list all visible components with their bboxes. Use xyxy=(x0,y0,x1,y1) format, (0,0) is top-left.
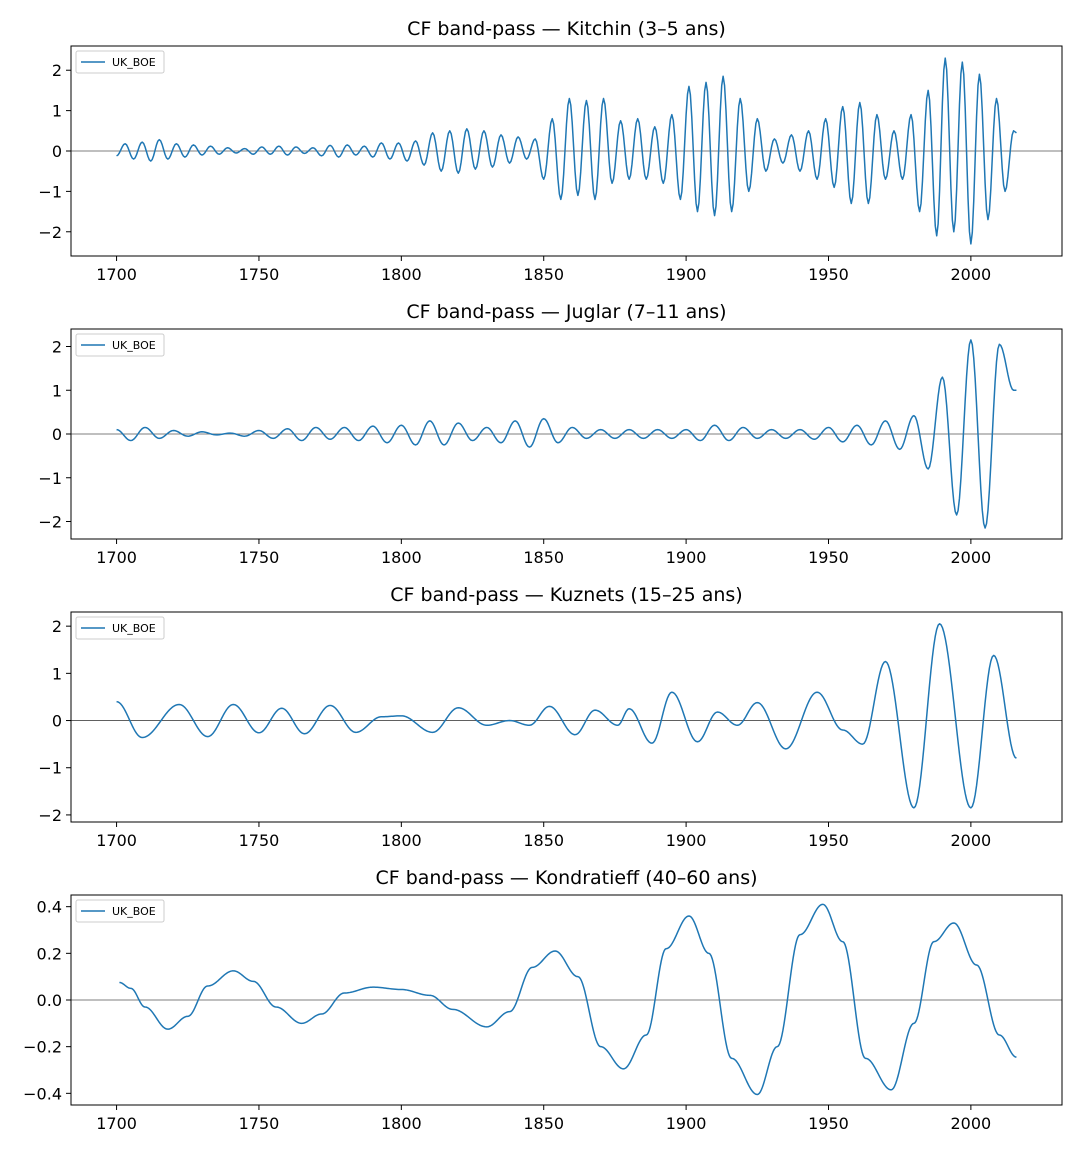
x-tick-label: 1800 xyxy=(381,1114,422,1133)
x-tick-label: 1800 xyxy=(381,831,422,850)
y-tick-label: 0.4 xyxy=(37,898,62,917)
x-tick-label: 1800 xyxy=(381,265,422,284)
y-tick-label: 0 xyxy=(52,425,62,444)
y-tick-label: −0.4 xyxy=(23,1084,62,1103)
legend-box xyxy=(75,899,165,923)
x-tick-label: 1750 xyxy=(239,548,280,567)
chart-title: CF band-pass — Kitchin (3–5 ans) xyxy=(407,18,726,40)
chart-panel-3: CF band-pass — Kuznets (15–25 ans) UK_BOE… xyxy=(38,584,1063,850)
x-tick-label: 1850 xyxy=(523,265,564,284)
x-tick-label: 1900 xyxy=(666,548,707,567)
y-tick-label: 0.2 xyxy=(37,944,62,963)
x-tick-label: 1700 xyxy=(96,831,137,850)
y-tick-label: 1 xyxy=(52,381,62,400)
legend-box xyxy=(75,616,165,640)
y-tick-label: −2 xyxy=(38,223,62,242)
y-tick-label: −1 xyxy=(38,182,62,201)
legend-label: UK_BOE xyxy=(112,56,156,69)
x-tick-label: 1950 xyxy=(808,265,849,284)
y-tick-label: 0.0 xyxy=(37,991,62,1010)
y-tick-label: 0 xyxy=(52,712,62,731)
x-tick-label: 1750 xyxy=(239,831,280,850)
x-tick-label: 1700 xyxy=(96,1114,137,1133)
x-tick-label: 1750 xyxy=(239,1114,280,1133)
y-tick-label: 2 xyxy=(52,338,62,357)
legend: UK_BOE xyxy=(75,899,165,923)
x-tick-label: 2000 xyxy=(951,265,992,284)
x-tick-label: 2000 xyxy=(951,1114,992,1133)
x-tick-label: 2000 xyxy=(951,831,992,850)
x-tick-label: 1950 xyxy=(808,831,849,850)
legend-label: UK_BOE xyxy=(112,622,156,635)
series-line-uk-boe xyxy=(116,339,1017,529)
x-tick-label: 1750 xyxy=(239,265,280,284)
legend-box xyxy=(75,333,165,357)
plot-frame xyxy=(70,611,1063,823)
series-line-uk-boe xyxy=(119,903,1017,1096)
y-tick-label: −2 xyxy=(38,513,62,532)
x-tick-label: 1900 xyxy=(666,265,707,284)
legend-label: UK_BOE xyxy=(112,905,156,918)
chart-panel-1: CF band-pass — Kitchin (3–5 ans) UK_BOE 17… xyxy=(38,18,1063,284)
chart-panel-4: CF band-pass — Kondratieff (40–60 ans) UK… xyxy=(23,867,1063,1133)
y-tick-label: 0 xyxy=(52,142,62,161)
y-tick-label: 2 xyxy=(52,617,62,636)
y-tick-label: 1 xyxy=(52,664,62,683)
x-tick-label: 1700 xyxy=(96,265,137,284)
x-tick-label: 1950 xyxy=(808,1114,849,1133)
y-tick-label: −1 xyxy=(38,759,62,778)
legend-label: UK_BOE xyxy=(112,339,156,352)
x-tick-label: 1850 xyxy=(523,831,564,850)
y-tick-label: −2 xyxy=(38,806,62,825)
legend: UK_BOE xyxy=(75,616,165,640)
x-tick-label: 1700 xyxy=(96,548,137,567)
chart-panel-2: CF band-pass — Juglar (7–11 ans) UK_BOE 17… xyxy=(38,301,1063,567)
chart-title: CF band-pass — Juglar (7–11 ans) xyxy=(406,301,726,323)
chart-title: CF band-pass — Kuznets (15–25 ans) xyxy=(390,584,742,606)
y-tick-label: 1 xyxy=(52,102,62,121)
legend-box xyxy=(75,50,165,74)
y-tick-label: −0.2 xyxy=(23,1038,62,1057)
series-line-uk-boe xyxy=(116,57,1017,245)
x-tick-label: 1850 xyxy=(523,1114,564,1133)
x-tick-label: 1900 xyxy=(666,831,707,850)
x-tick-label: 1950 xyxy=(808,548,849,567)
legend: UK_BOE xyxy=(75,50,165,74)
legend: UK_BOE xyxy=(75,333,165,357)
x-tick-label: 1900 xyxy=(666,1114,707,1133)
x-tick-label: 1800 xyxy=(381,548,422,567)
y-tick-label: −1 xyxy=(38,469,62,488)
chart-title: CF band-pass — Kondratieff (40–60 ans) xyxy=(375,867,757,889)
x-tick-label: 2000 xyxy=(951,548,992,567)
y-tick-label: 2 xyxy=(52,61,62,80)
x-tick-label: 1850 xyxy=(523,548,564,567)
series-line-uk-boe xyxy=(116,623,1017,809)
